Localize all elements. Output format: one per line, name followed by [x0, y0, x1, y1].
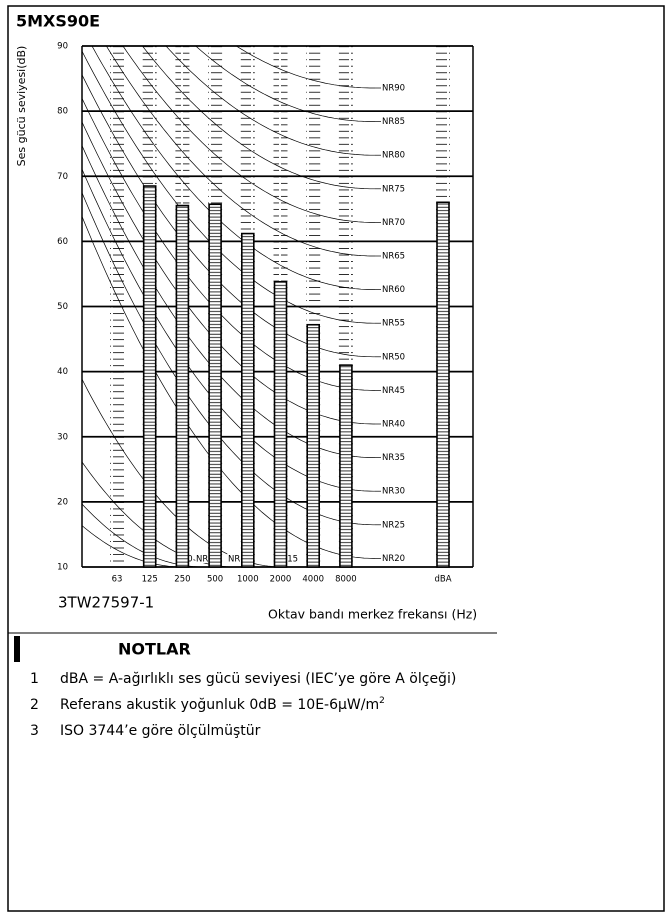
nr-label: NR20: [382, 554, 405, 564]
x-tick-label: 250: [174, 575, 190, 585]
bar-group: [436, 201, 450, 568]
nr-curve: [235, 46, 375, 89]
x-tick-label: 63: [112, 575, 123, 585]
y-tick-label: 70: [57, 172, 68, 182]
bar-group: [306, 323, 321, 568]
nr-label: NR55: [382, 319, 405, 329]
nr-label: NR35: [382, 453, 405, 463]
nr-curve: [82, 145, 375, 458]
y-tick-label: 40: [57, 367, 68, 377]
nr-curve: [82, 74, 375, 358]
nr-label: NR50: [382, 352, 405, 362]
nr-curve: [82, 121, 375, 425]
page-border: [7, 5, 665, 912]
y-tick-label: 80: [57, 107, 68, 117]
bar-group: [241, 232, 255, 568]
nr-curve: [142, 46, 375, 190]
nr-label: NR40: [382, 420, 405, 430]
y-axis-label: Ses gücü seviyesi(dB): [15, 46, 28, 167]
nr-curve: [82, 169, 375, 492]
x-axis-label: Oktav bandı merkez frekansı (Hz): [268, 607, 477, 622]
bar-hatch: [437, 202, 449, 568]
nr-curves: [82, 46, 375, 567]
nr-curve: [82, 216, 375, 559]
note-body: dBA = A-ağırlıklı ses gücü seviyesi (IEC…: [60, 671, 456, 687]
heading-marker: [14, 636, 20, 662]
nr-label: NR90: [382, 84, 405, 94]
bar-group: [142, 185, 157, 568]
nr-label: NR65: [382, 252, 405, 262]
bar-hatch: [209, 204, 222, 567]
x-tick-label: dBA: [434, 575, 451, 585]
nr-curve: [91, 46, 375, 290]
nr-curve: [195, 46, 375, 122]
x-tick-label: 8000: [335, 575, 357, 585]
x-tick-label: 500: [207, 575, 223, 585]
nr-curve: [165, 46, 375, 156]
notes-heading: NOTLAR: [118, 640, 191, 659]
bar-hatch: [307, 324, 320, 567]
nr-label: NR80: [382, 151, 405, 161]
nr-curve: [82, 192, 375, 526]
nr-curve: [122, 46, 375, 223]
note-number: 3: [30, 723, 39, 739]
bar-hatch: [241, 233, 254, 567]
y-tick-label: 10: [57, 563, 68, 573]
note-body: Referans akustik yoğunluk 0dB = 10E-6μW/…: [60, 697, 379, 713]
bar-group: [339, 364, 353, 568]
note-number: 2: [30, 697, 39, 713]
nr-label: NR60: [382, 285, 405, 295]
x-tick-label: 2000: [270, 575, 292, 585]
nr-label: NR85: [382, 117, 405, 127]
plot: NR90 NR85 NR80 NR75 NR70 NR65 NR60 NR55 NR50 NR45…: [57, 42, 474, 585]
bar-group: [208, 203, 222, 568]
note-number: 1: [30, 671, 39, 687]
drawing-code: 3TW27597-1: [58, 594, 154, 612]
nr-label: NR30: [382, 487, 405, 497]
note-text: ISO 3744’e göre ölçülmüştür: [60, 723, 261, 739]
bar-group: [273, 280, 288, 568]
bar-hatch: [339, 365, 352, 567]
nr-curve: [105, 46, 375, 257]
x-tick-label: 4000: [302, 575, 324, 585]
bar-hatch: [143, 186, 156, 568]
note-superscript: 2: [379, 696, 385, 706]
y-tick-label: 60: [57, 237, 68, 247]
nr-curve: [82, 525, 184, 567]
nr-curve: [82, 51, 375, 324]
nr-label: NR75: [382, 184, 405, 194]
nr-label: NR25: [382, 520, 405, 530]
nr-curve: [82, 98, 375, 391]
y-tick-label: 30: [57, 432, 68, 442]
notes: 1 dBA = A-ağırlıklı ses gücü seviyesi (IE…: [30, 671, 456, 739]
bar-group: [175, 204, 190, 568]
y-tick-label: 50: [57, 302, 68, 312]
y-tick-label: 20: [57, 497, 68, 507]
note-text: dBA = A-ağırlıklı ses gücü seviyesi (IEC…: [60, 671, 456, 687]
x-tick-label: 1000: [237, 575, 259, 585]
nr-label: NR45: [382, 386, 405, 396]
nr-label: NR70: [382, 218, 405, 228]
note-text: Referans akustik yoğunluk 0dB = 10E-6μW/…: [60, 696, 385, 714]
chart-title: 5MXS90E: [16, 12, 100, 31]
x-tick-label: 125: [142, 575, 158, 585]
y-tick-label: 90: [57, 42, 68, 52]
bar-hatch: [176, 205, 189, 567]
bar-hatch: [274, 281, 287, 567]
note-body: ISO 3744’e göre ölçülmüştür: [60, 723, 261, 739]
